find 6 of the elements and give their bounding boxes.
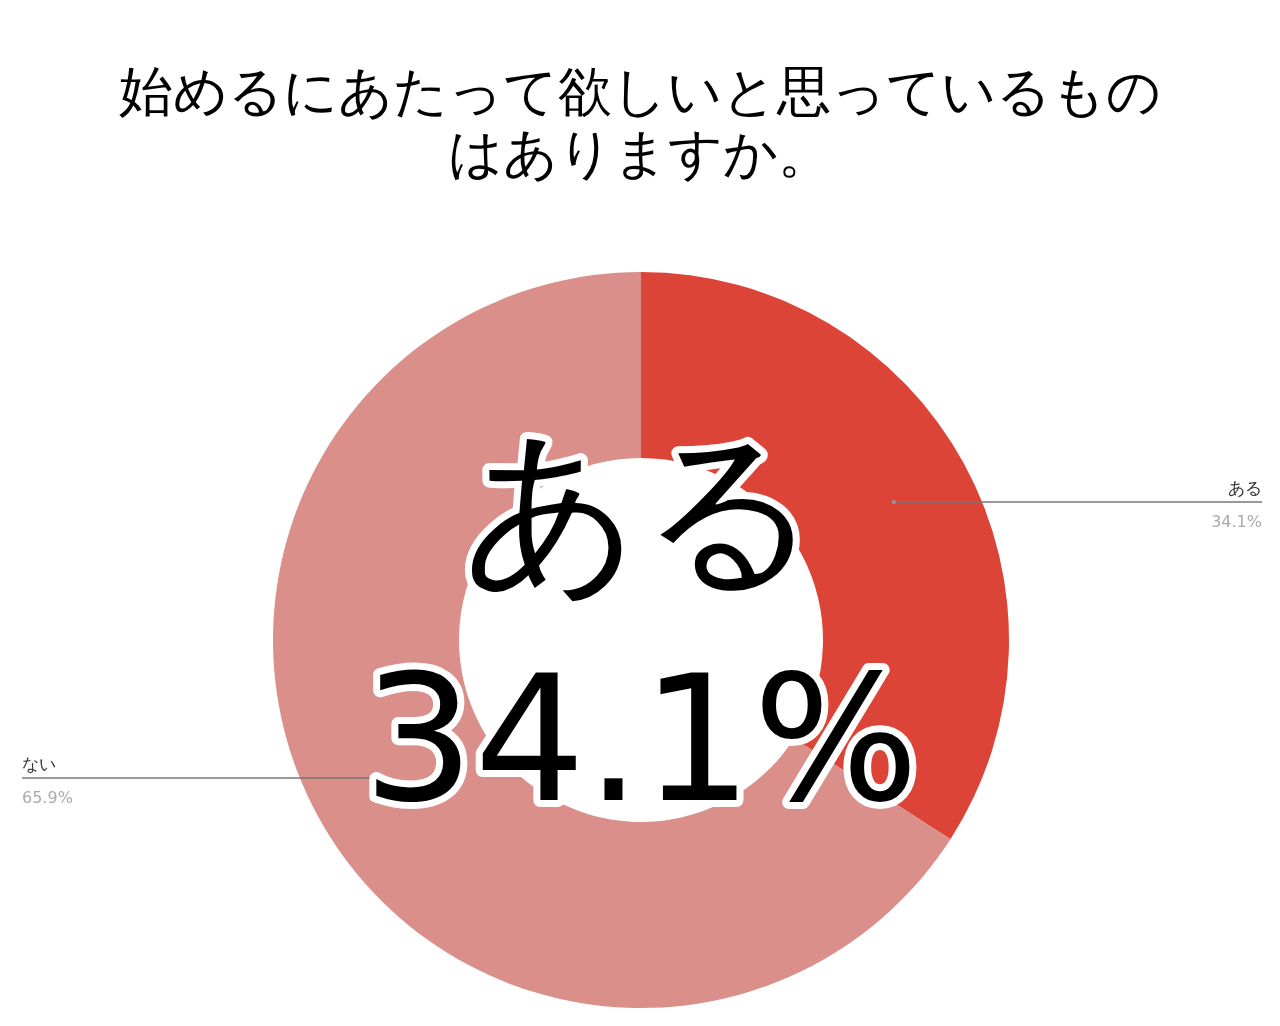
data-label: 65.9% <box>22 787 73 807</box>
slice-label: ある <box>1228 478 1262 499</box>
text: ある <box>462 408 820 611</box>
chart-title: 始めるにあたって欲しいと思っているものはありますか。 <box>119 60 1161 185</box>
slice-label: ない <box>22 753 56 774</box>
data-label: 34.1% <box>1211 512 1262 532</box>
